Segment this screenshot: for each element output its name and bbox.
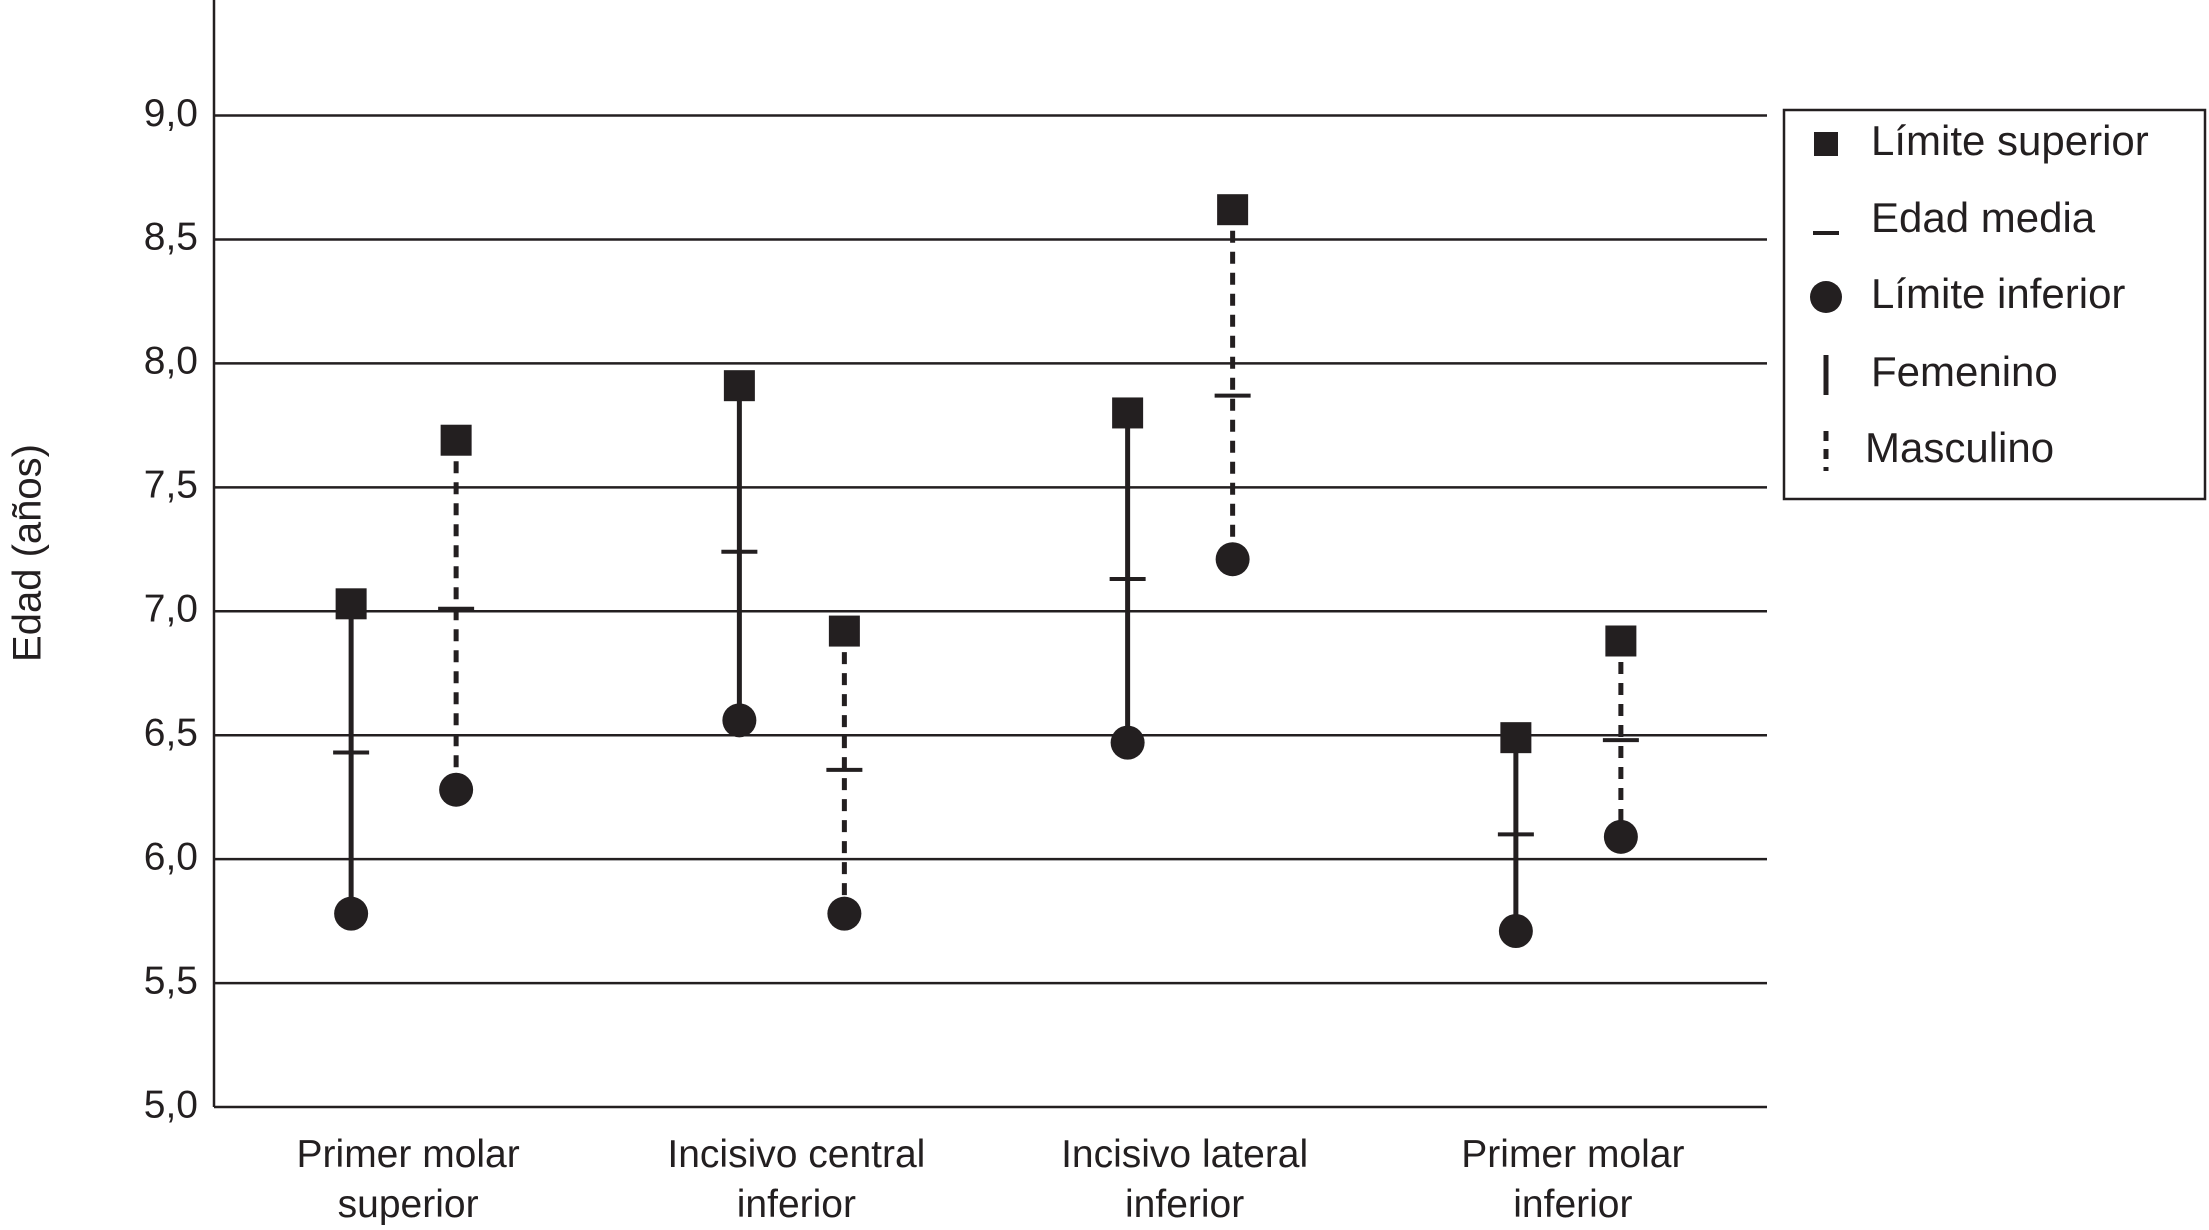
y-tick-label: 9,0 — [144, 92, 198, 135]
legend-swatch — [1814, 132, 1838, 156]
upper-marker — [1112, 397, 1144, 429]
legend-label: Femenino — [1871, 348, 2058, 395]
upper-marker — [1605, 625, 1637, 657]
y-tick-label: 7,5 — [144, 464, 198, 507]
y-tick-label: 5,0 — [144, 1083, 198, 1126]
y-tick-label: 5,5 — [144, 959, 198, 1002]
upper-marker — [440, 424, 472, 456]
x-tick-label: Incisivo lateral inferior — [1061, 1133, 1309, 1226]
lower-marker — [439, 772, 474, 807]
legend-label: Límite superior — [1871, 117, 2149, 164]
x-tick-label: Primer molar superior — [296, 1133, 520, 1226]
lower-marker — [1498, 914, 1533, 949]
y-tick-label: 8,0 — [144, 340, 198, 383]
x-tick-label: Incisivo central inferior — [667, 1133, 926, 1226]
lower-marker — [827, 896, 862, 931]
y-tick-label: 6,5 — [144, 711, 198, 754]
lower-marker — [1110, 725, 1145, 760]
y-axis-title: Edad (años) — [6, 444, 50, 662]
upper-marker — [1217, 194, 1249, 226]
upper-marker — [1500, 722, 1532, 754]
upper-marker — [828, 615, 860, 647]
lower-marker — [334, 896, 369, 931]
upper-marker — [335, 588, 367, 620]
lower-marker — [722, 703, 757, 738]
legend-label: Límite inferior — [1871, 270, 2125, 317]
x-tick-label: Primer molar inferior — [1461, 1133, 1685, 1226]
upper-marker — [723, 370, 755, 402]
lower-marker — [1215, 542, 1250, 577]
legend-label: Masculino — [1865, 424, 2054, 471]
legend-label: Edad media — [1871, 194, 2096, 241]
legend-swatch — [1810, 281, 1842, 313]
legend-box — [1782, 108, 2207, 501]
y-tick-label: 8,5 — [144, 216, 198, 259]
y-tick-label: 7,0 — [144, 588, 198, 631]
y-tick-label: 6,0 — [144, 835, 198, 878]
lower-marker — [1603, 819, 1638, 854]
